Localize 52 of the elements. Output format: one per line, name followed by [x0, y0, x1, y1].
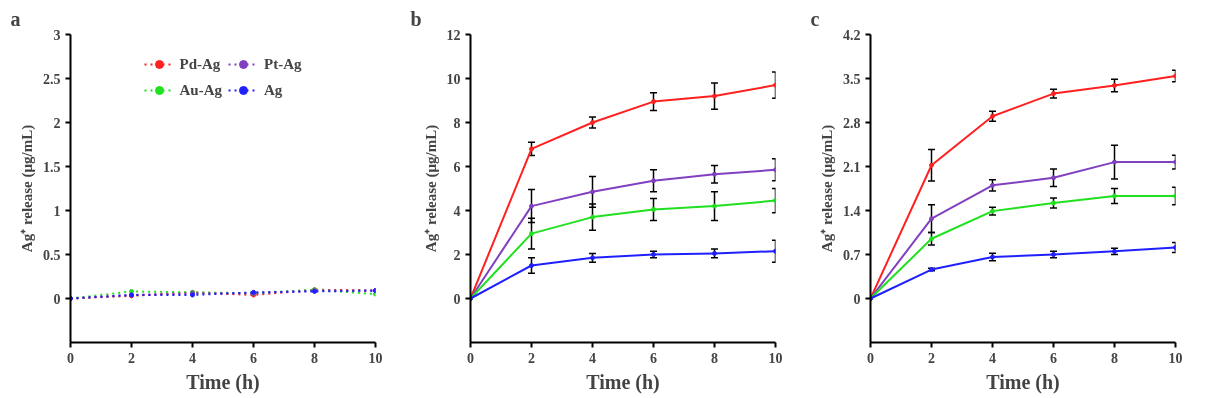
y-tick-label: 8	[453, 115, 461, 131]
y-tick-label: 0	[853, 291, 861, 307]
x-tick-label: 4	[989, 350, 996, 366]
x-axis-title: Time (h)	[186, 370, 260, 394]
x-tick-label: 6	[1050, 350, 1057, 366]
y-tick-label: 0	[53, 291, 61, 307]
x-tick-label: 6	[650, 350, 657, 366]
x-axis-title: Time (h)	[586, 370, 660, 394]
y-axis-title: Ag⁺ release (μg/mL)	[19, 124, 36, 253]
y-tick-label: 1.5	[43, 159, 61, 175]
y-tick-label: 0.5	[43, 247, 61, 263]
y-tick-label: 3	[53, 27, 61, 43]
x-tick-label: 0	[67, 350, 74, 366]
x-tick-label: 10	[368, 350, 383, 366]
x-tick-label: 8	[311, 350, 318, 366]
y-tick-label: 2	[453, 247, 461, 263]
x-tick-label: 2	[528, 350, 535, 366]
y-axis-title: Ag⁺ release (μg/mL)	[422, 124, 440, 253]
y-tick-label: 1	[53, 203, 61, 219]
x-tick-label: 8	[1111, 350, 1118, 366]
x-tick-label: 0	[467, 350, 474, 366]
y-tick-label: 10	[446, 71, 461, 87]
y-tick-label: 2.5	[43, 71, 61, 87]
y-tick-label: 4.2	[843, 27, 861, 43]
y-tick-label: 3.5	[843, 71, 861, 87]
chart-title: a	[10, 7, 21, 30]
x-tick-label: 10	[1168, 350, 1183, 366]
x-tick-label: 0	[867, 350, 874, 366]
x-tick-label: 4	[589, 350, 596, 366]
x-tick-label: 8	[711, 350, 718, 366]
y-tick-label: 4	[453, 203, 461, 219]
chart-title: b	[410, 7, 422, 30]
y-tick-label: 0.7	[843, 247, 861, 263]
legend-label: Ag	[264, 81, 284, 99]
chart-title: c	[810, 7, 820, 30]
y-axis-title: Ag⁺ release (μg/mL)	[819, 124, 836, 253]
x-tick-label: 2	[128, 350, 135, 366]
y-tick-label: 2.1	[843, 159, 861, 175]
x-tick-label: 2	[928, 350, 935, 366]
y-tick-label: 0	[453, 291, 461, 307]
legend-label: Au-Ag	[179, 81, 223, 99]
legend-label: Pt-Ag	[264, 55, 302, 73]
y-tick-label: 2	[53, 115, 61, 131]
y-tick-label: 1.4	[843, 203, 861, 219]
y-tick-label: 12	[446, 27, 461, 43]
x-tick-label: 6	[250, 350, 257, 366]
x-tick-label: 10	[768, 350, 783, 366]
y-tick-label: 6	[453, 159, 461, 175]
x-axis-title: Time (h)	[986, 370, 1060, 394]
y-tick-label: 2.8	[843, 115, 861, 131]
x-tick-label: 4	[189, 350, 196, 366]
legend-label: Pd-Ag	[179, 55, 221, 73]
